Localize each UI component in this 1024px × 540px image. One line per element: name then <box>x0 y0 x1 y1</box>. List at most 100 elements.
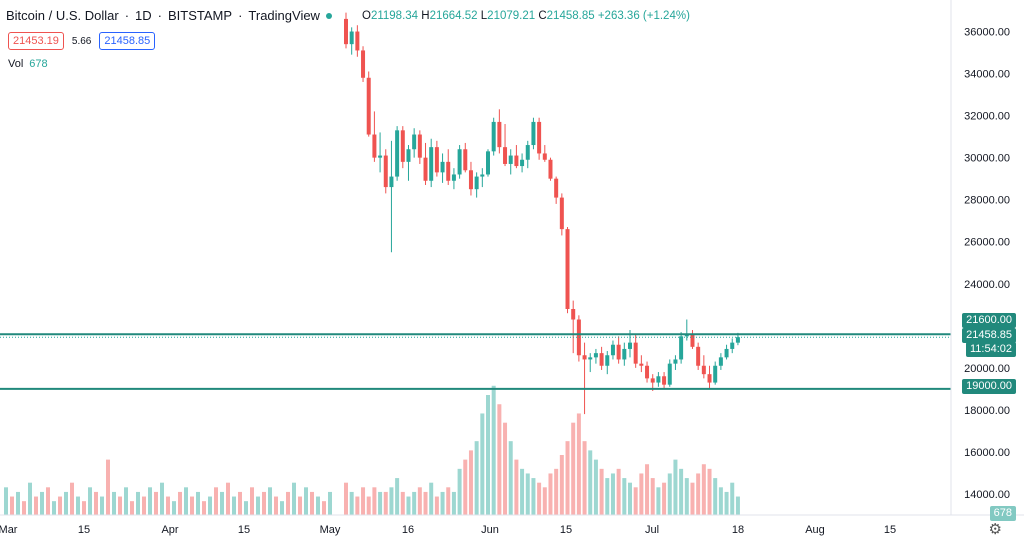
candle-body <box>622 348 627 360</box>
volume-bar <box>497 404 502 515</box>
volume-bar <box>70 482 74 515</box>
x-tick-label: 16 <box>402 524 414 536</box>
countdown-label: 11:54:02 <box>965 342 1016 357</box>
volume-bar <box>457 468 462 515</box>
candle-body <box>679 336 684 360</box>
candle-body <box>610 344 615 356</box>
candle-body <box>548 159 553 179</box>
volume-axis-label: 678 <box>989 506 1016 521</box>
volume-bar <box>463 459 468 515</box>
volume-bar <box>588 450 593 515</box>
volume-bar <box>662 482 667 515</box>
volume-bar <box>486 395 490 515</box>
volume-bar <box>610 473 615 515</box>
candle-body <box>599 353 604 366</box>
y-tick-label: 18000.00 <box>964 405 1010 417</box>
candle-body <box>355 31 360 51</box>
volume-bar <box>559 455 564 515</box>
volume-bar <box>316 496 320 515</box>
volume-bar <box>434 496 439 515</box>
volume-bar <box>571 422 576 515</box>
open-value: 21198.34 <box>370 10 419 22</box>
x-tick-label: Jun <box>481 524 499 536</box>
gear-icon[interactable]: ⚙ <box>988 521 1002 538</box>
volume-bar <box>633 487 638 515</box>
volume-legend[interactable]: Vol 678 <box>8 58 48 70</box>
volume-bar <box>406 496 411 515</box>
volume-bar <box>440 491 445 515</box>
volume-bar <box>480 413 485 515</box>
volume-bar <box>656 487 661 515</box>
volume-bar <box>322 501 326 515</box>
volume-bar <box>639 473 644 515</box>
low-value: 21079.21 <box>487 10 536 22</box>
volume-bar <box>349 491 354 515</box>
volume-bar <box>491 385 496 515</box>
candle-body <box>593 353 598 358</box>
volume-bar <box>142 496 146 515</box>
candle-body <box>576 319 581 356</box>
volume-bar <box>514 459 519 515</box>
candle-body <box>537 121 542 154</box>
ohlc-readout: O21198.34 H21664.52 L21079.21 C21458.85 … <box>362 10 690 22</box>
candle-body <box>400 130 405 162</box>
volume-bar <box>262 491 266 515</box>
volume-bar <box>214 487 218 515</box>
volume-bar <box>622 478 627 515</box>
volume-bar <box>268 487 272 515</box>
candles <box>344 12 740 415</box>
volume-bar <box>361 487 366 515</box>
volume-bar <box>196 491 200 515</box>
volume-bar <box>304 487 308 515</box>
volume-bar <box>429 482 434 515</box>
candle-body <box>713 365 718 383</box>
sell-button[interactable]: 21453.19 <box>8 32 64 50</box>
volume-bar <box>701 464 706 515</box>
symbol-legend[interactable]: Bitcoin / U.S. Dollar · 1D · BITSTAMP · … <box>6 8 332 23</box>
volume-bar <box>417 487 422 515</box>
volume-bar <box>16 491 20 515</box>
volume-bar <box>713 478 718 515</box>
candle-body <box>628 342 632 349</box>
volume-bar <box>76 496 80 515</box>
candle-body <box>446 161 451 181</box>
candle-body <box>701 365 706 375</box>
y-tick-label: 32000.00 <box>964 111 1010 123</box>
candle-body <box>673 359 678 364</box>
symbol-name[interactable]: Bitcoin / U.S. Dollar <box>6 8 119 23</box>
platform-label: TradingView <box>248 8 320 23</box>
quote-row: 21453.19 5.66 21458.85 <box>8 32 156 50</box>
candle-body <box>565 229 570 309</box>
candle-body <box>361 50 366 78</box>
candle-body <box>639 363 644 366</box>
volume-bars <box>4 385 740 515</box>
volume-bar <box>696 473 701 515</box>
volume-bar <box>244 501 248 515</box>
candle-body <box>468 170 473 190</box>
volume-bar <box>220 491 224 515</box>
candle-body <box>457 149 462 175</box>
volume-bar <box>542 487 547 515</box>
volume-bar <box>130 501 134 515</box>
volume-bar <box>160 482 164 515</box>
volume-bar <box>599 468 604 515</box>
candle-body <box>480 174 485 177</box>
candle-body <box>730 342 735 349</box>
volume-bar <box>64 491 68 515</box>
volume-bar <box>673 459 678 515</box>
volume-bar <box>10 496 14 515</box>
volume-bar <box>718 487 723 515</box>
volume-bar <box>650 478 655 515</box>
volume-bar <box>298 496 302 515</box>
volume-bar <box>576 413 581 515</box>
y-tick-label: 36000.00 <box>964 27 1010 39</box>
support-level-label: 19000.00 <box>962 379 1016 394</box>
volume-bar <box>565 441 570 515</box>
volume-bar <box>537 482 542 515</box>
interval-label[interactable]: 1D <box>135 8 152 23</box>
candle-body <box>531 121 536 146</box>
volume-bar <box>238 491 242 515</box>
volume-bar <box>40 491 44 515</box>
buy-button[interactable]: 21458.85 <box>99 32 156 50</box>
